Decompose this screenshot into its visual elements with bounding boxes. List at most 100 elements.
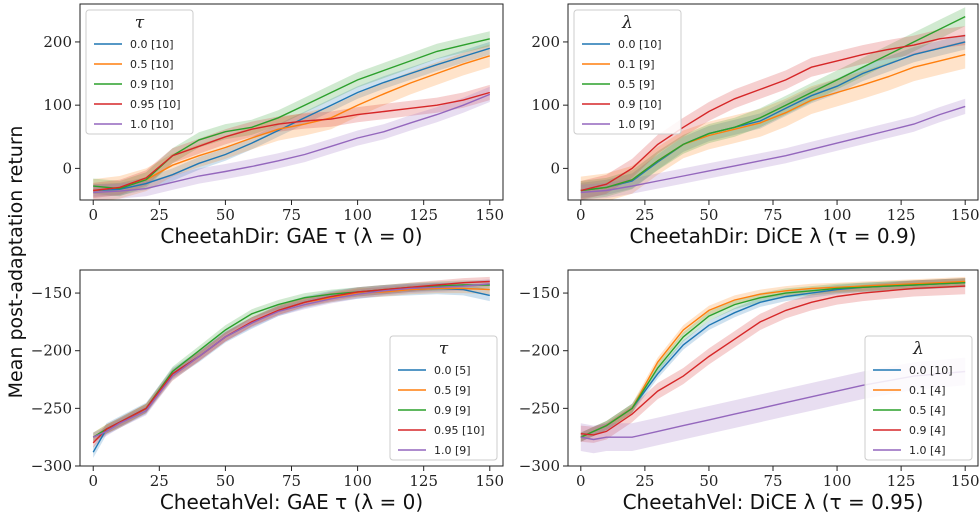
y-tick-label: −300 [31, 457, 72, 475]
legend-box [573, 9, 682, 135]
legend-entry: 0.9 [4] [909, 424, 946, 437]
x-tick-label: 125 [887, 472, 916, 490]
legend-entry: 0.95 [10] [130, 98, 181, 111]
x-tick-label: 50 [699, 472, 718, 490]
plot-area [92, 276, 490, 458]
legend-entry: 0.95 [10] [434, 424, 485, 437]
x-tick-label: 150 [951, 206, 980, 224]
legend-entry: 0.0 [10] [618, 38, 662, 51]
y-tick-label: 0 [62, 159, 72, 177]
series-band-2 [580, 276, 966, 442]
legend-entry: 0.1 [4] [909, 384, 946, 397]
y-tick-label: 0 [550, 159, 560, 177]
y-tick-label: 200 [43, 33, 72, 51]
series-line-5 [92, 283, 490, 438]
series-band-3 [580, 7, 966, 200]
y-tick-label: −300 [519, 457, 560, 475]
legend: τ 0.0 [5] 0.5 [9] 0.9 [9] 0.95 [10] 1.0 [9] [389, 335, 498, 461]
x-tick-label: 125 [409, 472, 438, 490]
legend: λ 0.0 [10] 0.1 [9] 0.5 [9] 0.9 [10] 1.0 [9] [573, 9, 682, 135]
x-tick-label: 125 [409, 206, 438, 224]
legend-entry: 0.0 [5] [434, 364, 471, 377]
y-tick-label: 200 [531, 33, 560, 51]
legend-entry: 0.9 [9] [434, 404, 471, 417]
series-band-2 [580, 40, 966, 200]
x-tick-label: 100 [343, 472, 372, 490]
x-tick-label: 50 [216, 472, 235, 490]
legend-entry: 0.0 [10] [909, 364, 953, 377]
legend: λ 0.0 [10] 0.1 [4] 0.5 [4] 0.9 [4] 1.0 [4] [864, 335, 973, 461]
x-tick-label: 125 [887, 206, 916, 224]
y-tick-label: −150 [31, 284, 72, 302]
series-band-3 [93, 31, 490, 197]
series-line-5 [93, 93, 491, 194]
series-line-3 [93, 38, 490, 190]
series-band-4 [93, 84, 490, 199]
y-tick-label: −250 [31, 399, 72, 417]
series-band-5 [580, 98, 966, 200]
y-tick-label: −200 [519, 342, 560, 360]
series-line-3 [580, 282, 966, 438]
x-tick-label: 50 [216, 206, 235, 224]
legend-entry: 1.0 [9] [618, 118, 655, 131]
legend-entry: 0.5 [4] [909, 404, 946, 417]
legend-entry: 1.0 [10] [130, 118, 174, 131]
legend-box [389, 335, 498, 461]
x-axis-label: CheetahVel: GAE τ (λ = 0) [160, 490, 423, 514]
x-tick-label: 25 [635, 472, 654, 490]
panel-4: 0 25 50 75 100 125 150 −300 −250 −200 −150 CheetahV… [519, 269, 980, 514]
x-axis-label: CheetahDir: DiCE λ (τ = 0.9) [630, 224, 917, 248]
y-tick-label: −150 [519, 284, 560, 302]
x-tick-label: 100 [823, 472, 852, 490]
legend-box [864, 335, 973, 461]
legend: τ 0.0 [10] 0.5 [10] 0.9 [10] 0.95 [10] 1.0 [1… [85, 9, 194, 135]
legend-title: λ [621, 13, 633, 33]
y-tick-label: −250 [519, 399, 560, 417]
y-tick-label: 100 [43, 96, 72, 114]
x-tick-label: 150 [951, 472, 980, 490]
x-tick-label: 25 [150, 206, 169, 224]
x-tick-label: 25 [635, 206, 654, 224]
series-line-4 [580, 285, 966, 436]
series-line-4 [93, 91, 490, 192]
y-tick-label: −200 [31, 342, 72, 360]
series-line-4 [92, 280, 490, 444]
legend-box [85, 9, 194, 135]
x-tick-label: 75 [282, 472, 301, 490]
legend-entry: 1.0 [9] [434, 444, 471, 457]
x-axis-label: CheetahDir: GAE τ (λ = 0) [160, 224, 422, 248]
series-band-1 [93, 282, 490, 458]
x-tick-label: 0 [576, 206, 586, 224]
legend-entry: 1.0 [4] [909, 444, 946, 457]
x-tick-label: 100 [343, 206, 372, 224]
series-line-5 [580, 105, 966, 194]
legend-entry: 0.1 [9] [618, 58, 655, 71]
x-tick-label: 100 [823, 206, 852, 224]
legend-entry: 0.5 [9] [434, 384, 471, 397]
series-band-4 [580, 278, 966, 443]
legend-entry: 0.0 [10] [130, 38, 174, 51]
legend-entry: 0.9 [10] [130, 78, 174, 91]
panels: 0 25 50 75 100 125 150 0 100 200 CheetahDir: GAE τ… [31, 3, 980, 514]
y-tick-label: 100 [531, 96, 560, 114]
series-band-1 [580, 34, 966, 199]
plot-area [93, 31, 491, 200]
x-axis-label: CheetahVel: DiCE λ (τ = 0.95) [623, 490, 924, 514]
panel-3: 0 25 50 75 100 125 150 −300 −250 −200 −150 CheetahV… [31, 269, 504, 514]
legend-title: τ [135, 13, 145, 33]
series-band-5 [93, 279, 490, 442]
legend-entry: 0.5 [10] [130, 58, 174, 71]
x-tick-label: 150 [475, 472, 504, 490]
legend-entry: 0.5 [9] [618, 78, 655, 91]
y-axis-label: Mean post-adaptation return [5, 126, 27, 399]
series-line-2 [93, 55, 491, 192]
series-band-4 [580, 26, 966, 200]
series-line-1 [93, 47, 491, 192]
series-line-1 [580, 41, 966, 192]
x-tick-label: 0 [576, 472, 586, 490]
legend-title: λ [912, 339, 924, 359]
x-tick-label: 50 [699, 206, 718, 224]
x-tick-label: 0 [88, 472, 98, 490]
x-tick-label: 150 [475, 206, 504, 224]
